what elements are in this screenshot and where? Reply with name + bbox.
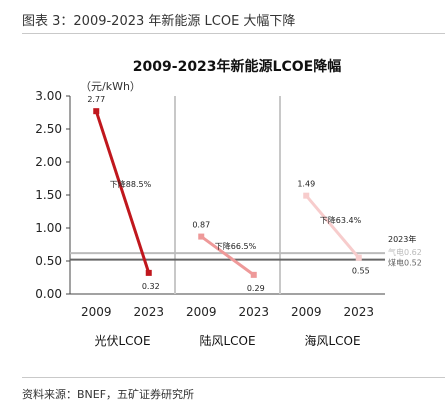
x-tick-label: 2009 xyxy=(81,305,112,319)
source-note: 资料来源：BNEF，五矿证券研究所 xyxy=(22,388,195,401)
data-point xyxy=(250,271,257,278)
bottom-rule xyxy=(22,377,445,378)
chart-title: 2009-2023年新能源LCOE降幅 xyxy=(133,58,341,75)
x-tick-label: 2009 xyxy=(186,305,217,319)
y-tick-label: 3.00 xyxy=(35,89,62,103)
data-label: 1.49 xyxy=(297,180,315,189)
y-tick-label: 0.00 xyxy=(35,287,62,301)
decline-annotation: 下降66.5% xyxy=(215,241,257,251)
series-layer: 2.77 2009 0.32 2023 下降88.5% 光伏LCOE 0.87 2009 0.2… xyxy=(81,95,374,348)
caption-rule xyxy=(22,33,445,34)
x-tick-label: 2023 xyxy=(238,305,269,319)
data-label: 0.32 xyxy=(142,282,160,291)
y-tick-label: 2.00 xyxy=(35,155,62,169)
figure-caption: 图表 3：2009-2023 年新能源 LCOE 大幅下降 xyxy=(22,14,296,29)
panel-label: 海风LCOE xyxy=(304,333,360,348)
series-line xyxy=(200,235,255,277)
axis-layer: 3.00 2.50 2.00 1.50 1.00 0.50 0.00 xyxy=(35,89,385,301)
data-label: 0.55 xyxy=(352,267,370,276)
data-point xyxy=(355,254,362,261)
reference-line-year-label: 2023年 xyxy=(388,234,416,244)
decline-annotation: 下降63.4% xyxy=(320,215,362,225)
data-label: 0.29 xyxy=(247,284,265,293)
data-point xyxy=(198,233,205,240)
data-point xyxy=(93,108,100,115)
y-tick-label: 1.50 xyxy=(35,188,62,202)
reference-line-label: 煤电0.52 xyxy=(388,258,422,268)
x-tick-label: 2023 xyxy=(133,305,164,319)
series-line xyxy=(94,110,151,274)
y-axis-unit-label: （元/kWh） xyxy=(80,80,141,93)
lcoe-chart: 2009-2023年新能源LCOE降幅 （元/kWh） 3.00 2.50 2.00… xyxy=(35,58,422,348)
panel-label: 光伏LCOE xyxy=(94,334,150,348)
reference-line-label: 气电0.62 xyxy=(388,247,422,257)
y-tick-label: 0.50 xyxy=(35,254,62,268)
panel-label: 陆风LCOE xyxy=(199,333,255,348)
x-tick-label: 2009 xyxy=(291,305,322,319)
x-tick-label: 2023 xyxy=(343,305,374,319)
data-label: 2.77 xyxy=(87,95,105,104)
y-tick-label: 1.00 xyxy=(35,221,62,235)
data-point xyxy=(303,192,310,199)
series-line xyxy=(305,194,360,259)
data-point xyxy=(145,269,152,276)
y-tick-label: 2.50 xyxy=(35,122,62,136)
data-label: 0.87 xyxy=(192,221,210,230)
decline-annotation: 下降88.5% xyxy=(110,179,152,189)
